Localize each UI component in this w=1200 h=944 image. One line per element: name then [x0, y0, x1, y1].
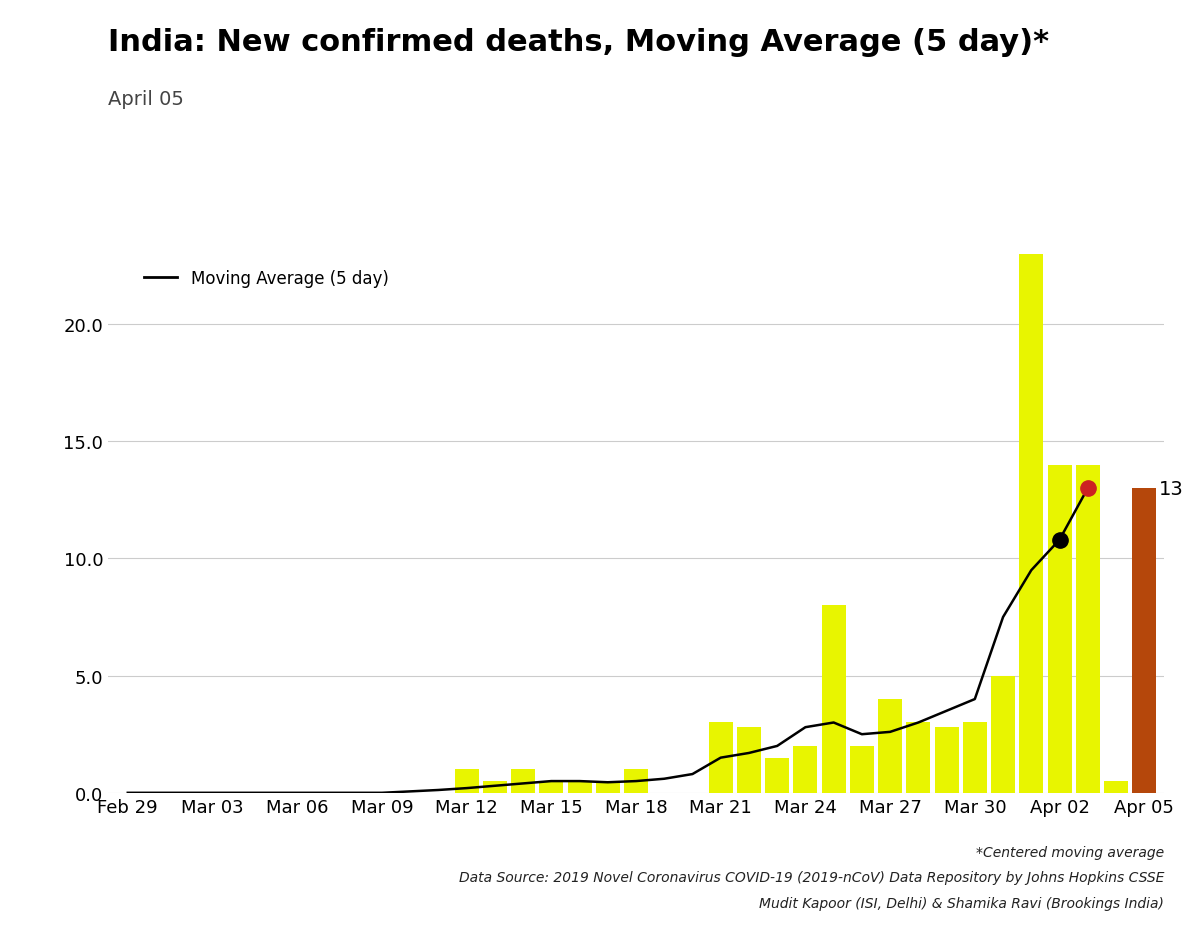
Text: India: New confirmed deaths, Moving Average (5 day)*: India: New confirmed deaths, Moving Aver…: [108, 28, 1049, 58]
Bar: [511, 769, 535, 793]
Legend: Moving Average (5 day): Moving Average (5 day): [138, 262, 395, 295]
Bar: [935, 728, 959, 793]
Bar: [455, 769, 479, 793]
Text: 13: 13: [1159, 480, 1183, 498]
Bar: [482, 782, 506, 793]
Bar: [878, 700, 902, 793]
Bar: [1019, 255, 1043, 793]
Bar: [709, 723, 733, 793]
Bar: [1048, 465, 1072, 793]
Bar: [595, 782, 619, 793]
Bar: [737, 728, 761, 793]
Bar: [1104, 782, 1128, 793]
Bar: [766, 758, 790, 793]
Bar: [624, 769, 648, 793]
Bar: [793, 746, 817, 793]
Bar: [991, 676, 1015, 793]
Bar: [850, 746, 874, 793]
Text: April 05: April 05: [108, 90, 184, 109]
Text: Mudit Kapoor (ISI, Delhi) & Shamika Ravi (Brookings India): Mudit Kapoor (ISI, Delhi) & Shamika Ravi…: [760, 896, 1164, 910]
Bar: [906, 723, 930, 793]
Text: *Centered moving average: *Centered moving average: [976, 845, 1164, 859]
Bar: [568, 782, 592, 793]
Bar: [1075, 465, 1099, 793]
Bar: [1133, 489, 1157, 793]
Bar: [822, 606, 846, 793]
Bar: [539, 782, 563, 793]
Bar: [962, 723, 986, 793]
Text: Data Source: 2019 Novel Coronavirus COVID-19 (2019-nCoV) Data Repository by John: Data Source: 2019 Novel Coronavirus COVI…: [458, 870, 1164, 885]
